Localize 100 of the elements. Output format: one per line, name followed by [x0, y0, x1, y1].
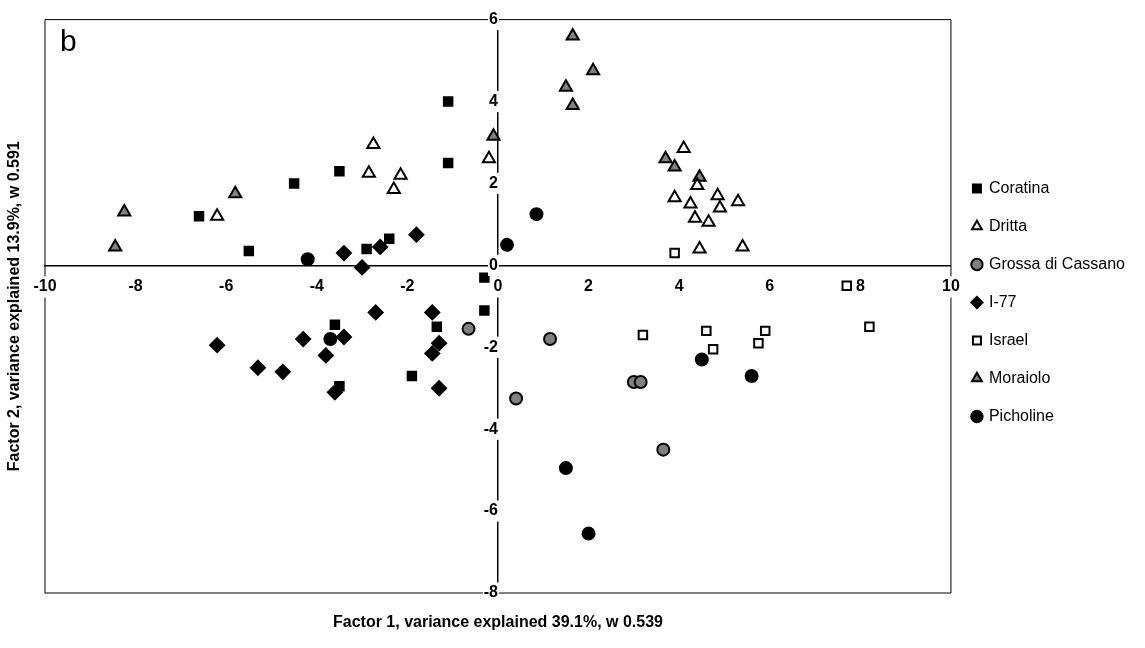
- point: [565, 97, 580, 111]
- annotation: b: [60, 23, 77, 57]
- x-tick-label: -10: [33, 277, 57, 295]
- point: [694, 352, 709, 367]
- point: [509, 391, 524, 406]
- point: [210, 208, 225, 221]
- point: [461, 321, 476, 336]
- legend-label: Coratina: [988, 178, 1050, 196]
- point: [243, 245, 255, 257]
- point: [323, 332, 338, 347]
- y-tick-label: 4: [489, 91, 499, 109]
- y-tick-label: -4: [483, 419, 499, 437]
- point: [317, 347, 334, 364]
- point: [712, 200, 727, 213]
- point: [707, 344, 719, 355]
- point: [683, 195, 698, 209]
- point: [442, 157, 454, 169]
- point: [361, 165, 376, 178]
- point: [687, 210, 703, 223]
- point: [288, 178, 300, 189]
- point: [393, 167, 408, 180]
- y-tick-label: -2: [483, 337, 499, 355]
- legend-label: Moraiolo: [988, 368, 1051, 386]
- legend-label: Dritta: [988, 216, 1028, 234]
- point: [431, 380, 448, 397]
- point: [558, 461, 573, 476]
- y-tick-label: -8: [483, 583, 499, 601]
- point: [335, 245, 352, 262]
- point: [667, 189, 682, 203]
- x-tick-label: -6: [219, 277, 234, 295]
- point: [676, 140, 691, 154]
- point: [334, 380, 345, 392]
- y-tick-label: -6: [483, 501, 499, 519]
- point: [386, 181, 401, 195]
- point: [710, 187, 725, 201]
- point: [108, 238, 123, 252]
- x-tick-label: 4: [674, 277, 684, 295]
- point: [753, 337, 764, 349]
- point: [209, 337, 226, 354]
- x-tick-label: 2: [584, 277, 594, 295]
- point: [690, 177, 705, 190]
- point: [701, 325, 712, 337]
- point: [658, 150, 673, 164]
- point: [637, 329, 649, 341]
- point: [424, 304, 441, 321]
- point: [586, 62, 601, 76]
- x-tick-label: 8: [855, 277, 865, 295]
- point: [500, 237, 515, 252]
- point: [300, 252, 315, 267]
- point: [481, 150, 496, 164]
- x-tick-label: -8: [128, 277, 143, 295]
- point: [354, 259, 371, 276]
- point: [479, 305, 490, 316]
- point: [329, 319, 341, 330]
- point: [864, 321, 875, 333]
- y-axis-title: Factor 2, variance explained 13.9%, w 0.591: [5, 141, 23, 472]
- point: [543, 332, 558, 347]
- point: [361, 243, 372, 255]
- x-tick-label: -4: [309, 277, 324, 295]
- point: [366, 136, 381, 150]
- point: [249, 359, 266, 376]
- point: [735, 238, 750, 252]
- point: [744, 368, 759, 383]
- point: [701, 214, 716, 227]
- point: [581, 526, 596, 541]
- y-tick-label: 2: [489, 173, 499, 191]
- legend-label: Picholine: [988, 406, 1054, 424]
- point: [193, 210, 205, 222]
- point: [372, 238, 389, 255]
- point: [558, 79, 573, 92]
- point: [384, 233, 395, 244]
- legend-label: Israel: [988, 330, 1029, 348]
- point: [529, 207, 544, 222]
- x-tick-label: -2: [400, 277, 415, 295]
- y-tick-label: 0: [489, 255, 499, 273]
- point: [335, 329, 352, 346]
- point: [565, 27, 580, 41]
- x-tick-label: 6: [765, 277, 775, 295]
- point: [334, 165, 345, 177]
- point: [431, 321, 443, 333]
- point: [479, 272, 490, 283]
- point: [424, 345, 441, 362]
- point: [431, 335, 448, 352]
- point: [274, 363, 291, 380]
- x-axis-title: Factor 1, variance explained 39.1%, w 0.539: [332, 613, 664, 631]
- point: [759, 325, 771, 337]
- point: [841, 280, 852, 292]
- point: [633, 375, 648, 390]
- point: [295, 331, 312, 348]
- point: [486, 128, 501, 141]
- y-tick-label: 6: [489, 10, 499, 28]
- point: [442, 96, 454, 107]
- legend-label: Grossa di Cassano: [988, 254, 1126, 272]
- point: [117, 204, 132, 217]
- point: [730, 193, 746, 207]
- point: [669, 247, 680, 259]
- legend-label: I-77: [988, 292, 1017, 310]
- x-tick-label: 10: [942, 277, 960, 295]
- point: [228, 185, 243, 199]
- point: [406, 370, 418, 382]
